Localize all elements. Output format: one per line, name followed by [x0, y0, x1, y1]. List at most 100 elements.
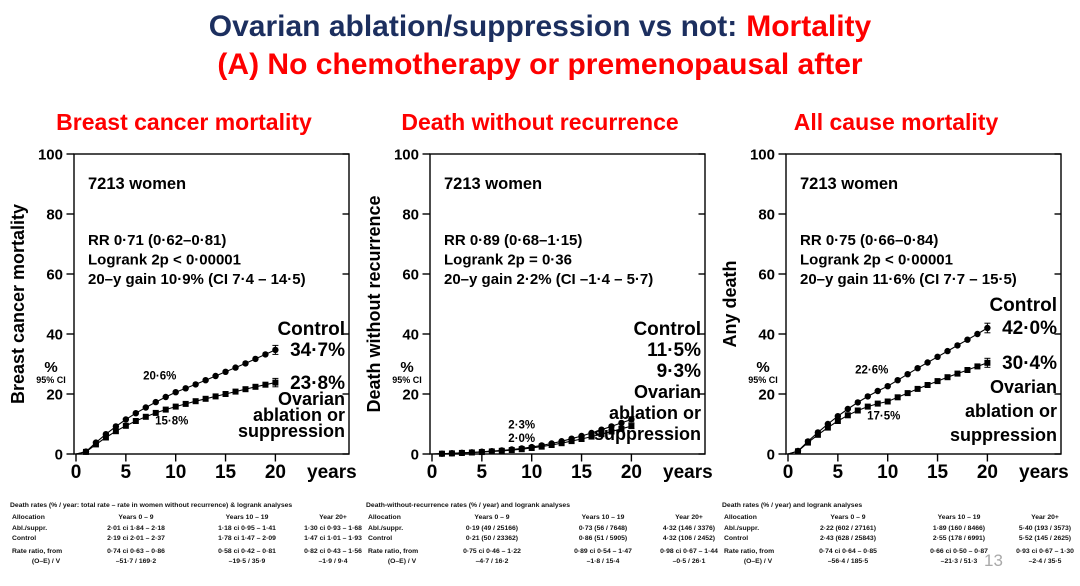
table-cell: –4·7 / 16·2: [475, 558, 509, 565]
table-row: Allocation Years 0 – 9 Years 10 – 19 Year 2…: [366, 513, 716, 523]
data-point-control: [172, 389, 179, 396]
curve-label: ablation or: [609, 403, 701, 423]
y-tick-label: 80: [46, 207, 63, 224]
table-cell: Years 10 – 19: [937, 514, 981, 521]
y-tick-label: 40: [402, 327, 419, 344]
curve-label: suppression: [238, 421, 345, 441]
chart-death-without-recurrence: 0 20 40 60 80 100 0 5 10 15 20 years Death without r…: [365, 147, 713, 484]
mid-curve-label-ablation: 17·5%: [867, 410, 900, 422]
x-tick-label: 0: [71, 462, 82, 483]
table-row: (O–E) / V –56·4 / 185·5 –21·3 / 51·3 –2·4 /…: [722, 557, 1072, 567]
table-cell: 2·55 (178 / 6991): [932, 535, 986, 542]
table-cell: 1·18 ci 0·95 – 1·41: [218, 525, 276, 532]
table-cell: 0·21 (50 / 23362): [465, 535, 519, 542]
table-cell: 2·43 (628 / 25843): [820, 535, 876, 542]
data-point-ablation: [162, 406, 169, 413]
y-tick-label: 0: [411, 447, 419, 464]
title-text-red: Mortality: [746, 10, 872, 43]
table-caption: Death rates (% / year) and logrank analy…: [722, 502, 863, 509]
table-cell: –1·9 / 9·4: [318, 558, 348, 565]
data-point-ablation: [142, 413, 149, 420]
table-cell: 2·01 ci 1·84 – 2·18: [107, 525, 165, 532]
data-point-ablation: [152, 409, 159, 416]
y-tick-label: 20: [402, 387, 419, 404]
x-axis-unit-label: years: [663, 462, 713, 483]
y-axis-label: Any death: [721, 260, 740, 347]
table-cell: Control: [724, 535, 749, 542]
data-point-control: [924, 359, 931, 366]
x-tick-label: 15: [571, 462, 593, 483]
curve-label: Control: [277, 319, 345, 340]
data-point-ablation: [122, 422, 129, 429]
data-point-ablation: [598, 431, 605, 438]
curve-label: suppression: [594, 424, 701, 444]
data-point-control: [984, 324, 991, 332]
x-tick-label: 10: [165, 462, 186, 483]
data-point-control: [914, 365, 921, 372]
y-tick-label: 60: [758, 267, 775, 284]
data-point-ablation: [538, 443, 545, 450]
data-point-ablation: [608, 428, 615, 435]
y-tick-label: 60: [402, 267, 419, 284]
data-point-ablation: [202, 395, 209, 402]
table-cell: –51·7 / 169·2: [115, 558, 157, 565]
stats-line: Logrank 2p < 0·00001: [88, 252, 241, 269]
table-cell: 1·47 ci 1·01 – 1·93: [304, 535, 362, 542]
ci-95-label: 95% CI: [748, 375, 778, 385]
table-caption: Death-without-recurrence rates (% / year…: [366, 502, 570, 509]
data-point-ablation: [112, 428, 119, 435]
y-tick-label: 40: [46, 327, 63, 344]
data-point-ablation: [618, 425, 625, 432]
table-cell: 2·19 ci 2·01 – 2·37: [107, 535, 165, 542]
table-row: Rate ratio, from 0·74 ci 0·63 – 0·86 0·58 …: [10, 547, 362, 557]
rates-table-death-without-recurrence: Death-without-recurrence rates (% / year…: [366, 502, 718, 567]
table-cell: Year 20+: [675, 514, 703, 521]
data-point-control: [212, 372, 219, 380]
data-point-ablation: [192, 398, 199, 405]
data-point-ablation: [172, 403, 179, 410]
data-point-control: [844, 405, 852, 413]
data-point-ablation: [558, 440, 565, 447]
table-cell: 0·75 ci 0·46 – 1·22: [463, 548, 521, 555]
table-cell: Years 0 – 9: [118, 514, 154, 521]
data-point-control: [202, 377, 209, 384]
percent-label: %: [400, 359, 413, 376]
table-cell: –56·4 / 185·5: [827, 558, 869, 565]
data-point-control: [618, 419, 625, 427]
curve-label: 23·8%: [290, 373, 345, 394]
data-point-ablation: [934, 378, 941, 385]
table-row: Allocation Years 0 – 9 Years 10 – 19 Year 2…: [10, 513, 360, 523]
data-point-control: [272, 346, 279, 354]
mid-curve-label-ablation: 2·0%: [508, 433, 535, 445]
mid-curve-label-control: 20·6%: [143, 371, 176, 383]
table-cell: 1·89 (160 / 8466): [932, 525, 986, 532]
data-point-ablation: [904, 390, 911, 397]
table-cell: 0·58 ci 0·42 – 0·81: [218, 548, 276, 555]
stats-line: Logrank 2p < 0·00001: [800, 252, 953, 269]
data-point-control: [182, 385, 189, 392]
curve-label: Ovarian: [634, 382, 701, 402]
data-point-ablation: [518, 446, 525, 453]
table-cell: Years 10 – 19: [225, 514, 269, 521]
data-point-control: [142, 404, 149, 411]
data-point-ablation: [794, 448, 801, 455]
table-cell: –0·5 / 26·1: [672, 558, 706, 565]
table-cell: (O–E) / V: [31, 558, 61, 565]
table-cell: Control: [12, 535, 37, 542]
table-cell: –19·5 / 35·9: [228, 558, 266, 565]
mid-curve-label-ablation: 15·8%: [155, 415, 188, 427]
slide-title-line2: (A) No chemotherapy or premenopausal aft…: [217, 48, 863, 81]
data-point-ablation: [814, 431, 821, 438]
panels-row: Breast cancer mortality 0 20 40 60 80 100 0 5 10…: [0, 108, 1080, 567]
panel-subtitle: All cause mortality: [793, 109, 999, 135]
curve-label: ablation or: [253, 405, 345, 425]
y-tick-label: 100: [38, 147, 63, 164]
data-point-ablation: [272, 379, 279, 386]
data-point-control: [954, 342, 961, 349]
panel-subtitle: Breast cancer mortality: [56, 109, 312, 135]
table-cell: Year 20+: [1031, 514, 1059, 521]
data-point-ablation: [132, 418, 139, 424]
data-point-ablation: [508, 447, 515, 454]
table-cell: 0·82 ci 0·43 – 1·56: [304, 548, 362, 555]
data-point-control: [132, 410, 140, 417]
